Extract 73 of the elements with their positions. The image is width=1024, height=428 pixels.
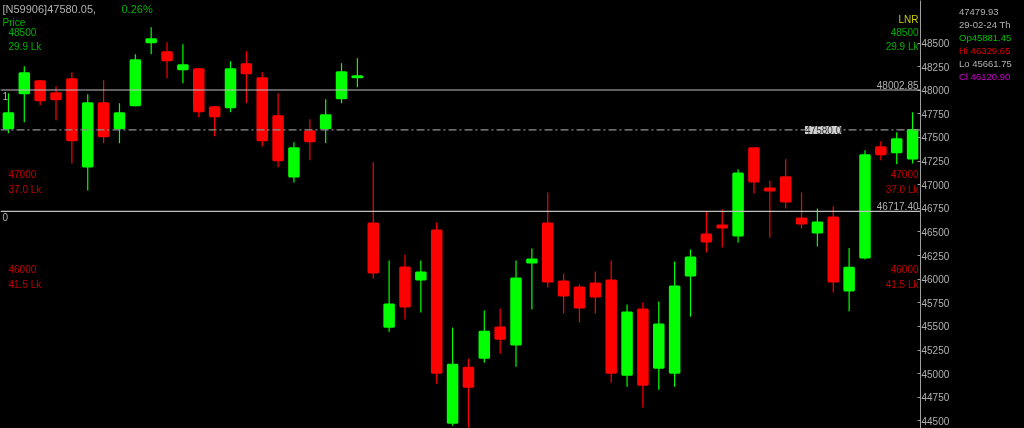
y-tick-label: 45500 <box>921 321 950 333</box>
annotation: 46000 <box>8 263 37 275</box>
ref-line-label: 48002.85 <box>876 79 919 91</box>
annotation: 48500 <box>890 26 919 38</box>
y-tick-label: 44750 <box>921 392 950 404</box>
y-tick-label: 44500 <box>921 415 950 427</box>
candlestick <box>795 191 808 230</box>
candlestick <box>589 270 602 315</box>
text: 47479.93 <box>959 5 1000 18</box>
candlestick <box>462 358 475 428</box>
ref-line-label: 46717.40 <box>876 201 919 213</box>
text: Hi 46329.65 <box>959 44 1012 57</box>
candlestick <box>843 247 855 312</box>
candlestick <box>716 208 728 249</box>
candlestick <box>684 248 697 318</box>
annotation: 0 <box>2 212 9 224</box>
candlestick <box>890 131 903 165</box>
candlestick <box>383 259 395 333</box>
annotation: 48500 <box>8 26 37 38</box>
candlestick <box>145 26 157 55</box>
annotation: 1 <box>2 90 9 102</box>
y-tick-label: 48500 <box>921 38 950 50</box>
annotation: 29.9 Lk <box>885 40 920 52</box>
candlestick <box>177 43 189 84</box>
annotation: 29.9 Lk <box>8 40 43 52</box>
y-tick-label: 45750 <box>921 297 950 309</box>
annotation: 47000 <box>8 168 37 180</box>
ref-line-label: 47580.0 <box>805 124 842 136</box>
text: Op45881.45 <box>959 31 1012 44</box>
candlestick <box>573 283 586 324</box>
candlestick <box>351 57 364 88</box>
candlestick <box>319 98 332 144</box>
y-tick-label: 46000 <box>921 274 950 286</box>
candlestick <box>50 85 62 121</box>
annotation: 41.5 Lk <box>8 278 43 290</box>
text: Cl 46120.90 <box>959 70 1012 83</box>
text: 29-02-24 Th <box>959 18 1012 31</box>
y-tick-label: 47000 <box>921 179 950 191</box>
annotation: 37.0 Lk <box>885 183 920 195</box>
candlestick <box>415 259 427 314</box>
y-tick-label: 47250 <box>921 156 950 168</box>
candlestick <box>304 118 316 161</box>
candlestick <box>240 50 253 104</box>
candlestick <box>700 210 713 254</box>
candlestick <box>34 79 46 106</box>
annotation: 47000 <box>890 168 919 180</box>
y-tick-label: 46500 <box>921 226 950 238</box>
y-tick-label: 46750 <box>921 203 950 215</box>
candlestick <box>557 272 570 315</box>
annotation: 46000 <box>890 263 919 275</box>
y-tick-label: 47750 <box>921 108 950 120</box>
candlestick <box>113 102 126 144</box>
candlestick <box>161 41 173 79</box>
candlestick <box>526 247 538 311</box>
chart-title: [N59906]47580.05, <box>2 2 97 15</box>
annotation: 41.5 Lk <box>885 278 920 290</box>
candlestick <box>875 140 887 161</box>
candlestick <box>811 207 824 248</box>
candlestick <box>2 92 15 134</box>
y-tick-label: 48250 <box>921 61 950 73</box>
y-axis-title: Price <box>2 16 26 28</box>
y-tick-label: 45250 <box>921 345 950 357</box>
y-tick-label: 46250 <box>921 250 950 262</box>
y-tick-label: 47500 <box>921 132 950 144</box>
text: Lo 45661.75 <box>959 57 1012 70</box>
candlestick <box>208 105 221 137</box>
candlestick <box>764 179 776 239</box>
y-tick-label: 45000 <box>921 368 950 380</box>
candlestick <box>494 308 506 355</box>
y-tick-label: 48000 <box>921 85 950 97</box>
chart-subtitle: 0.26% <box>121 2 153 15</box>
annotation: LNR <box>898 13 919 25</box>
annotation: 37.0 Lk <box>8 183 43 195</box>
